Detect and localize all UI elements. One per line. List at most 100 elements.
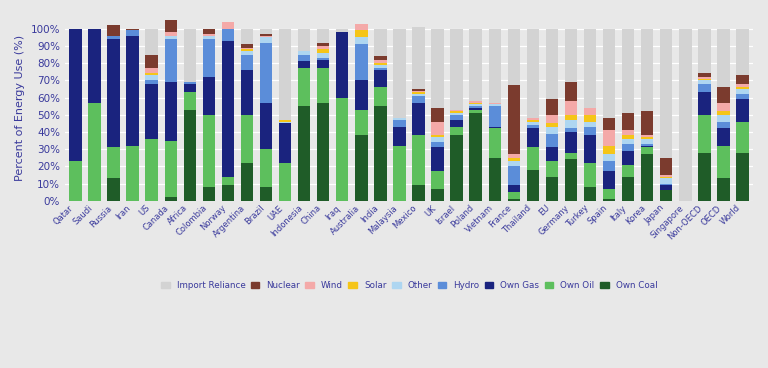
Bar (622, 130, 634, 135)
Bar (240, 44, 253, 48)
Bar (508, 192, 520, 199)
Bar (240, 163, 253, 201)
Bar (355, 135, 368, 201)
Bar (622, 29, 634, 113)
Bar (527, 29, 539, 118)
Bar (145, 139, 158, 201)
Bar (469, 105, 482, 106)
Bar (564, 120, 578, 128)
Bar (374, 87, 386, 106)
Bar (279, 121, 291, 123)
Bar (145, 84, 158, 139)
Bar (584, 187, 596, 201)
Bar (717, 115, 730, 121)
Bar (603, 161, 615, 171)
Bar (737, 84, 749, 87)
Bar (203, 39, 215, 77)
Bar (737, 87, 749, 89)
Bar (622, 151, 634, 164)
Bar (469, 103, 482, 105)
Bar (603, 29, 615, 118)
Bar (641, 154, 654, 201)
Bar (203, 36, 215, 39)
Bar (432, 108, 444, 121)
Bar (469, 108, 482, 110)
Bar (660, 184, 673, 185)
Bar (527, 121, 539, 125)
Bar (203, 29, 215, 34)
Bar (260, 149, 272, 187)
Bar (584, 127, 596, 135)
Bar (717, 178, 730, 201)
Bar (603, 146, 615, 154)
Bar (564, 115, 578, 120)
Bar (355, 31, 368, 38)
Bar (127, 29, 139, 31)
Bar (184, 110, 196, 201)
Y-axis label: Percent of Energy Use (%): Percent of Energy Use (%) (15, 35, 25, 181)
Bar (393, 127, 406, 146)
Bar (393, 120, 406, 127)
Bar (432, 121, 444, 135)
Bar (432, 29, 444, 108)
Bar (108, 178, 120, 201)
Bar (469, 110, 482, 113)
Bar (508, 154, 520, 158)
Bar (164, 82, 177, 141)
Bar (641, 139, 654, 144)
Bar (660, 29, 673, 158)
Bar (717, 128, 730, 146)
Bar (488, 106, 501, 127)
Bar (641, 29, 654, 111)
Bar (622, 177, 634, 201)
Bar (355, 110, 368, 135)
Bar (88, 29, 101, 103)
Bar (469, 113, 482, 201)
Bar (622, 164, 634, 177)
Bar (374, 29, 386, 56)
Bar (546, 161, 558, 177)
Bar (412, 135, 425, 185)
Bar (127, 146, 139, 201)
Bar (317, 29, 329, 43)
Bar (393, 118, 406, 120)
Bar (336, 98, 349, 201)
Bar (412, 89, 425, 91)
Bar (355, 38, 368, 44)
Bar (374, 70, 386, 87)
Bar (603, 154, 615, 161)
Bar (298, 68, 310, 106)
Bar (412, 96, 425, 103)
Bar (450, 113, 463, 115)
Bar (412, 185, 425, 201)
Bar (698, 79, 710, 80)
Bar (622, 144, 634, 151)
Bar (450, 127, 463, 135)
Bar (450, 111, 463, 113)
Bar (450, 120, 463, 127)
Bar (564, 29, 578, 82)
Bar (546, 148, 558, 161)
Bar (622, 135, 634, 139)
Bar (222, 177, 234, 185)
Bar (469, 101, 482, 103)
Bar (737, 94, 749, 99)
Bar (564, 82, 578, 101)
Bar (584, 29, 596, 108)
Bar (584, 135, 596, 163)
Bar (279, 120, 291, 121)
Bar (622, 113, 634, 130)
Bar (450, 110, 463, 111)
Bar (432, 135, 444, 137)
Bar (279, 29, 291, 120)
Bar (240, 29, 253, 44)
Bar (603, 189, 615, 199)
Bar (355, 24, 368, 31)
Bar (240, 115, 253, 163)
Bar (164, 36, 177, 39)
Bar (145, 68, 158, 74)
Bar (546, 29, 558, 99)
Bar (184, 84, 196, 92)
Bar (317, 43, 329, 46)
Bar (317, 53, 329, 58)
